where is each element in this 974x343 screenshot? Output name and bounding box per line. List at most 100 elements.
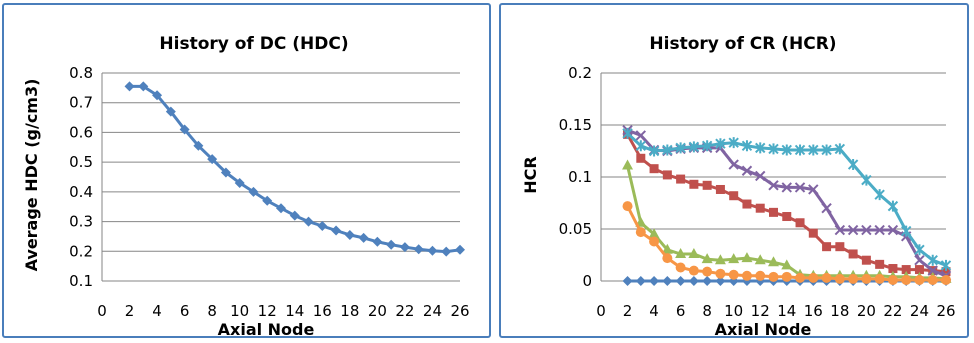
x-tick-label: 4 — [152, 302, 162, 320]
data-point — [715, 138, 726, 150]
data-point — [941, 274, 951, 285]
data-point — [636, 153, 646, 163]
data-point — [344, 229, 355, 240]
data-point — [741, 165, 753, 176]
x-tick-label: 6 — [676, 302, 686, 320]
data-point — [702, 276, 713, 286]
data-point — [914, 244, 925, 256]
data-point — [331, 225, 342, 236]
data-point — [887, 200, 899, 212]
x-tick-label: 26 — [936, 302, 955, 320]
x-tick-label: 16 — [804, 302, 823, 320]
data-point — [847, 224, 859, 236]
hdc-chart-panel: 0.1 0.2 0.3 0.4 0.5 0.6 0.7 0.8 0 2 4 6 8 10 12 14 16 18 2… — [2, 3, 491, 338]
data-point — [874, 189, 885, 201]
data-point — [676, 174, 686, 184]
data-point — [248, 186, 259, 197]
data-point — [622, 276, 633, 286]
chart-title: History of CR (HCR) — [649, 34, 836, 54]
x-tick-label: 10 — [230, 302, 249, 320]
y-tick-label: 0.1 — [568, 168, 592, 186]
y-tick-label: 0.5 — [69, 153, 93, 171]
x-tick-label: 18 — [830, 302, 849, 320]
y-axis-label: Average HDC (g/cm3) — [22, 79, 41, 272]
data-point — [701, 140, 713, 152]
data-point — [875, 259, 885, 269]
data-point — [688, 247, 700, 258]
data-point — [887, 274, 898, 285]
x-tick-label: 12 — [258, 302, 277, 320]
data-point — [358, 232, 369, 243]
data-point — [781, 182, 792, 193]
data-point — [888, 264, 898, 274]
data-point — [794, 144, 806, 156]
data-point — [940, 259, 952, 271]
data-point — [662, 144, 673, 156]
data-point — [635, 130, 647, 141]
data-point — [675, 247, 687, 258]
data-point — [768, 256, 779, 267]
data-point — [901, 265, 911, 275]
data-point — [795, 218, 805, 228]
x-tick-label: 8 — [702, 302, 712, 320]
data-point — [702, 180, 712, 190]
data-point — [834, 273, 845, 284]
x-tick-label: 14 — [285, 302, 304, 320]
data-point — [808, 144, 819, 156]
x-tick-label: 22 — [395, 302, 414, 320]
data-point — [914, 254, 925, 266]
x-tick-label: 24 — [423, 302, 442, 320]
data-point — [648, 145, 660, 157]
data-point — [781, 259, 793, 270]
y-tick-label: 0.6 — [69, 123, 93, 141]
data-point — [914, 265, 924, 275]
data-point — [662, 253, 673, 264]
data-point — [622, 159, 634, 170]
data-point — [276, 203, 286, 214]
data-point — [769, 207, 778, 217]
data-point — [413, 244, 424, 255]
data-point — [755, 270, 766, 281]
hcr-chart-panel: 0 0.05 0.1 0.15 0.2 0 2 4 6 8 10 12 14 16 18 20 22 24 26 H… — [499, 3, 969, 338]
data-point — [821, 272, 832, 283]
y-tick-label: 0.7 — [69, 94, 93, 112]
data-point — [689, 179, 699, 189]
data-point — [729, 191, 739, 201]
y-tick-label: 0 — [582, 272, 592, 290]
data-point — [317, 221, 328, 232]
data-point — [822, 242, 832, 252]
chart-title: History of DC (HDC) — [159, 34, 348, 54]
hcr-chart: 00.050.10.150.20 2 4 6 8 10 12 14 16 18 20 22 24 26 H… — [521, 34, 956, 336]
data-point — [834, 143, 846, 155]
data-point — [927, 265, 938, 276]
data-point — [742, 199, 752, 209]
x-tick-label: 12 — [751, 302, 770, 320]
data-point — [808, 184, 819, 195]
x-tick-label: 24 — [910, 302, 929, 320]
data-point — [622, 127, 633, 139]
data-point — [138, 81, 149, 92]
x-tick-label: 0 — [596, 302, 606, 320]
data-point — [635, 276, 646, 286]
data-point — [741, 270, 752, 281]
data-point — [635, 227, 646, 238]
x-tick-label: 16 — [313, 302, 332, 320]
data-point — [399, 242, 410, 253]
data-point — [861, 224, 872, 236]
data-point — [755, 203, 765, 213]
y-axis-label: HCR — [521, 156, 540, 193]
x-axis-label: Axial Node — [715, 320, 812, 336]
data-point — [193, 140, 204, 151]
x-tick-label: 2 — [125, 302, 135, 320]
x-tick-label: 6 — [180, 302, 190, 320]
data-point — [635, 140, 647, 152]
data-point — [675, 142, 686, 154]
data-point — [755, 142, 766, 154]
data-point — [755, 170, 766, 182]
data-point — [662, 276, 673, 286]
data-point — [702, 266, 713, 277]
x-tick-label: 26 — [450, 302, 469, 320]
data-point — [675, 276, 686, 286]
data-point — [927, 254, 938, 266]
data-point — [179, 124, 190, 135]
